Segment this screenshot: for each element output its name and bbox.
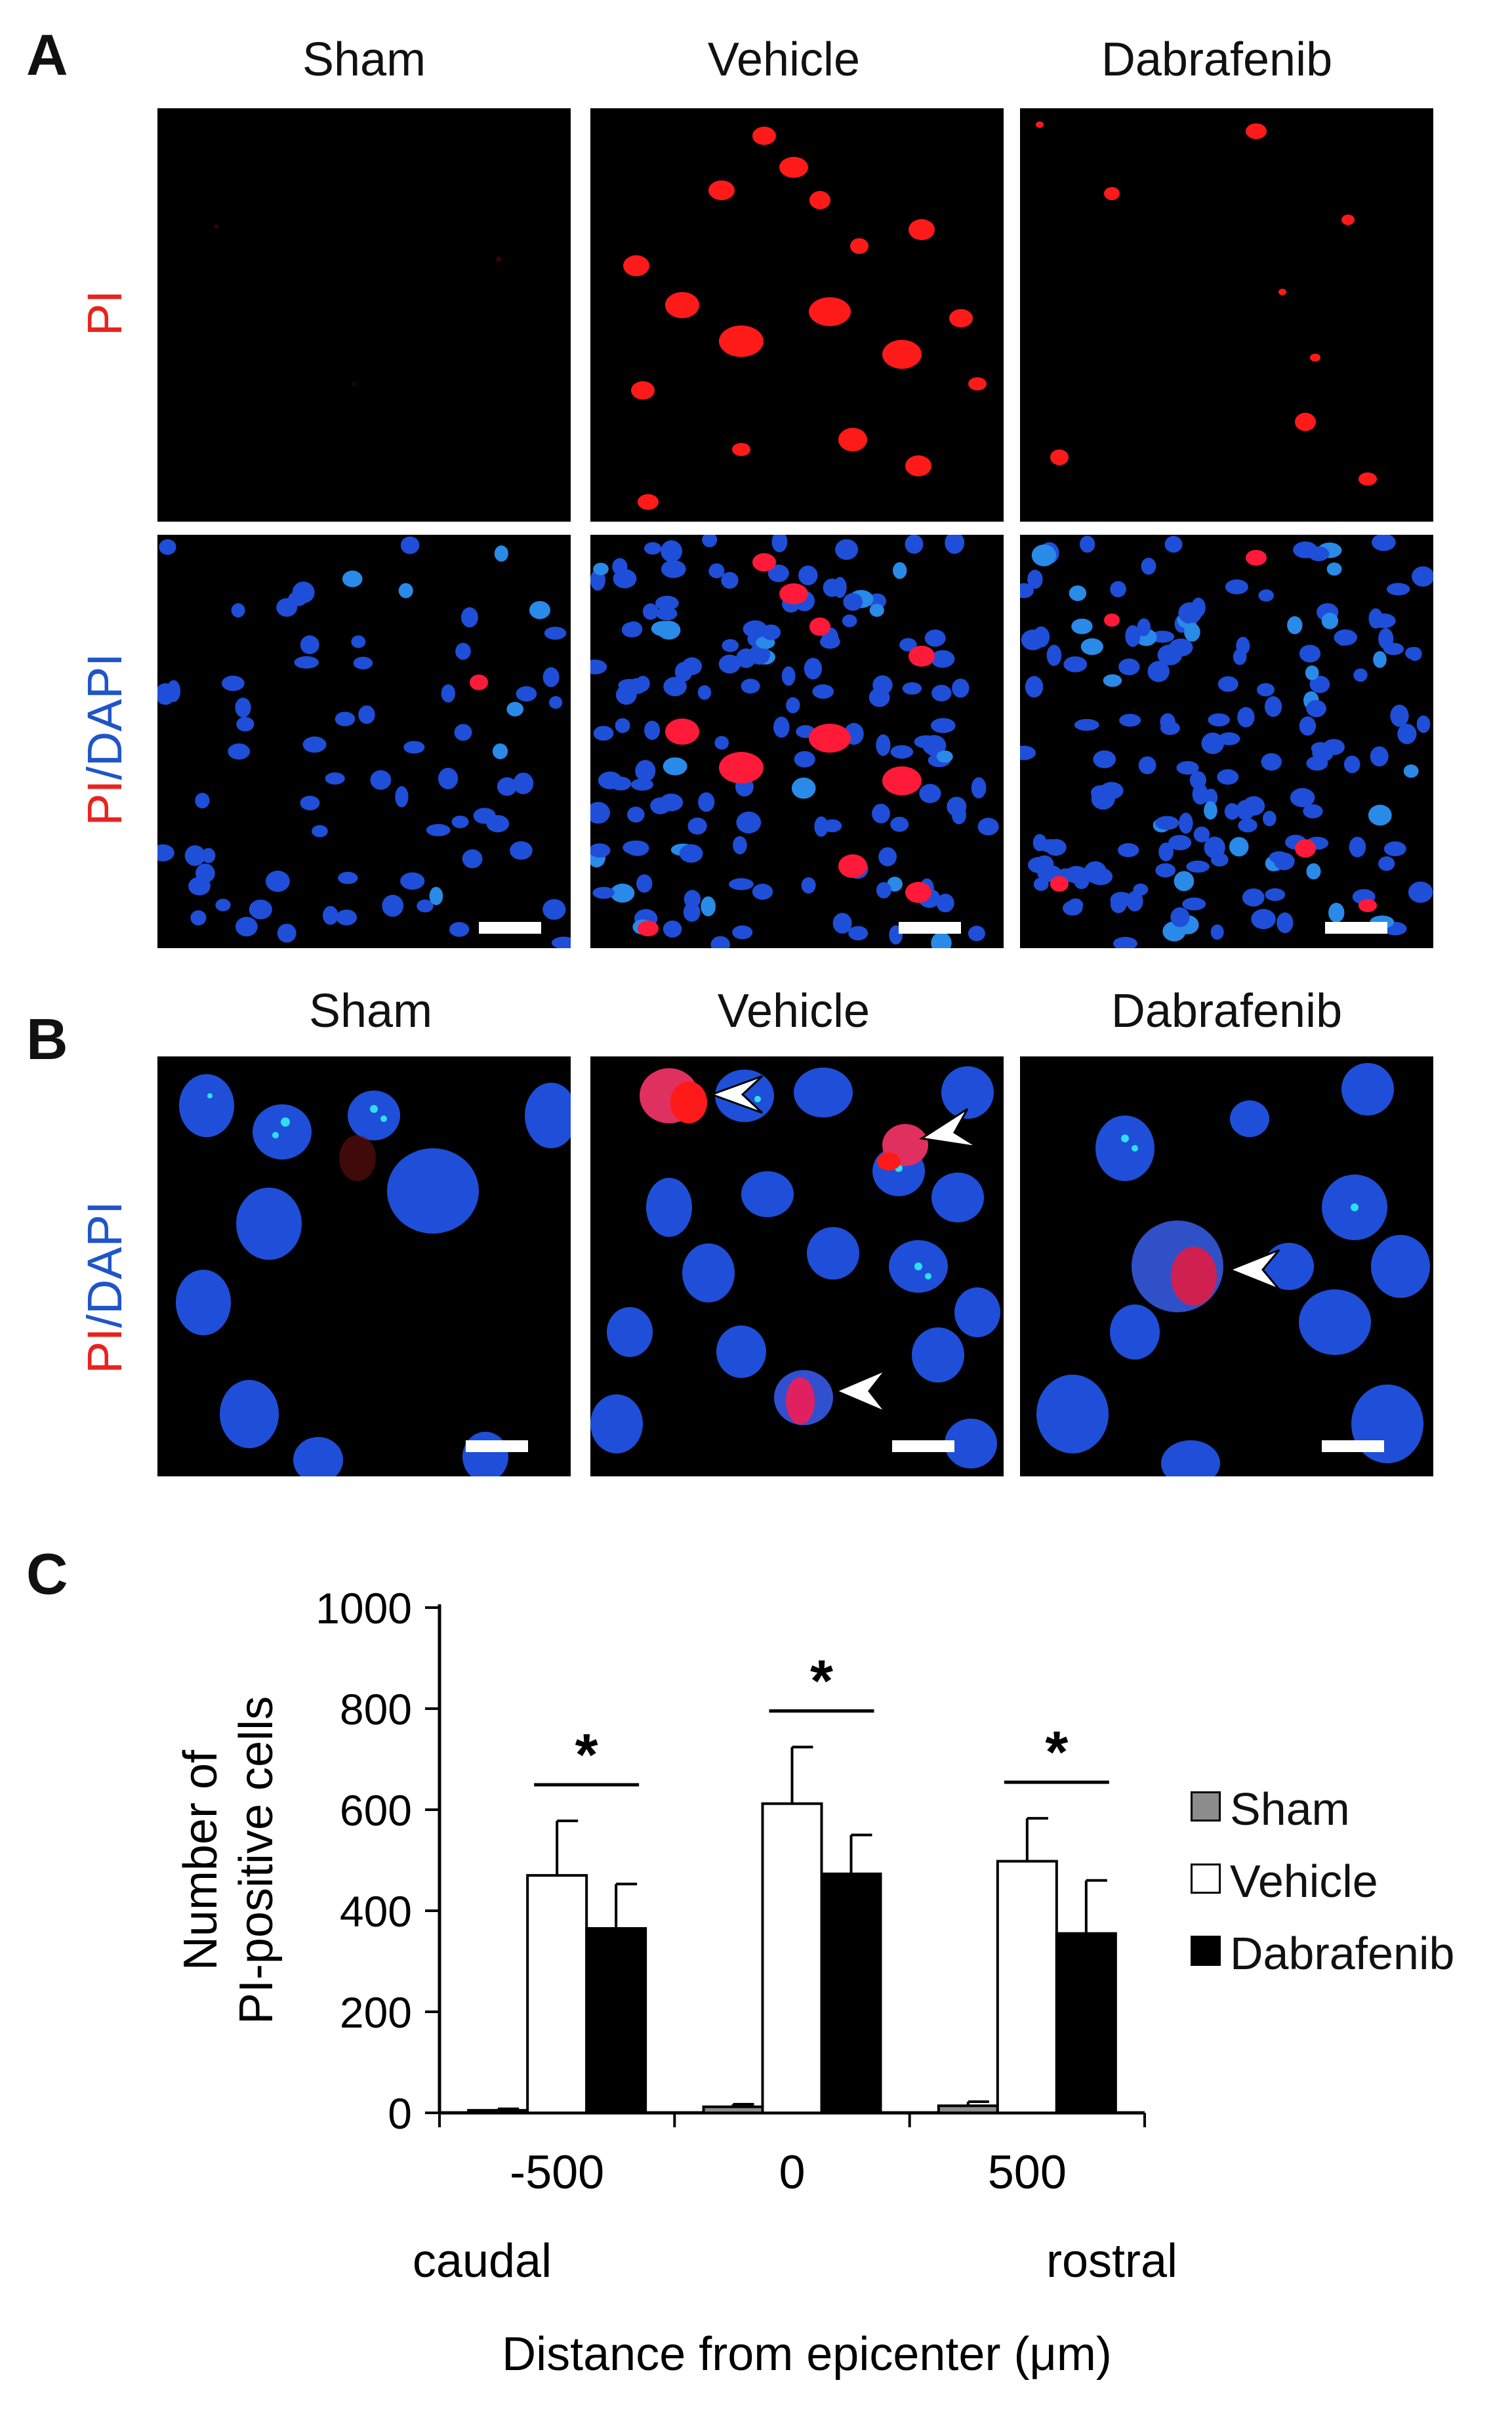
y-axis-label-line1: Number of — [174, 1749, 227, 1970]
x-sublabel-caudal: caudal — [413, 2235, 552, 2287]
panel-c-letter: C — [26, 1541, 68, 1606]
y-tick-label: 0 — [388, 2089, 412, 2138]
legend-label-vehicle: Vehicle — [1230, 1856, 1378, 1907]
y-tick-label: 1000 — [316, 1584, 412, 1633]
x-tick-label: 0 — [779, 2146, 805, 2199]
micrograph-a-merge-sham — [157, 535, 571, 948]
panel-b-row-label-pi-dapi: PI/DAPI — [77, 1201, 132, 1374]
y-tick-label: 200 — [340, 1988, 412, 2037]
micrograph-a-pi-dabrafenib — [1020, 108, 1433, 522]
x-tick-label: -500 — [510, 2146, 604, 2199]
panel-a-letter: A — [26, 22, 68, 87]
bar-chart: 0 200 400 600 800 1000 -500 * 0 * 500 * caudal rostra… — [174, 1584, 1177, 2381]
scale-bar — [1322, 1440, 1384, 1452]
y-tick-label: 400 — [340, 1887, 412, 1936]
x-tick-label: 500 — [988, 2146, 1067, 2199]
y-axis-label-line2: PI-positive cells — [230, 1696, 283, 2024]
legend-swatch-dabrafenib — [1191, 1936, 1221, 1966]
bar-sham — [467, 2109, 529, 2115]
bar-vehicle — [996, 1860, 1058, 2114]
micrograph-a-merge-vehicle — [590, 535, 1004, 948]
micrograph-a-pi-sham — [157, 108, 571, 522]
bar-dabrafenib — [585, 1927, 647, 2114]
micrograph-a-merge-dabrafenib — [1020, 535, 1433, 948]
panel-a-row-label-pi: PI — [77, 290, 132, 336]
significance-asterisk: * — [575, 1722, 598, 1788]
x-sublabel-rostral: rostral — [1046, 2235, 1177, 2287]
panel-b-col-title-vehicle: Vehicle — [717, 985, 870, 1037]
y-tick-label: 800 — [340, 1685, 412, 1734]
significance-asterisk: * — [1045, 1720, 1068, 1785]
bar-vehicle — [526, 1874, 588, 2114]
micrograph-a-pi-vehicle — [590, 108, 1004, 522]
panel-b-letter: B — [26, 1007, 68, 1072]
legend-swatch-vehicle — [1191, 1864, 1221, 1894]
bar-sham — [937, 2104, 999, 2114]
micrograph-b-dabrafenib — [1020, 1056, 1433, 1476]
scale-bar — [1325, 922, 1387, 934]
bar-dabrafenib — [820, 1872, 882, 2114]
panel-b-col-title-dabrafenib: Dabrafenib — [1111, 985, 1343, 1037]
bar-vehicle — [761, 1802, 823, 2114]
panel-a-col-title-vehicle: Vehicle — [707, 33, 861, 86]
bar-dabrafenib — [1055, 1932, 1117, 2115]
micrograph-b-sham — [157, 1056, 571, 1476]
legend-swatch-sham — [1191, 1791, 1221, 1822]
scale-bar — [466, 1440, 528, 1452]
significance-asterisk: * — [810, 1649, 833, 1715]
panel-a-col-title-dabrafenib: Dabrafenib — [1101, 33, 1333, 86]
panel-a-row-label-pi-dapi: PI/DAPI — [77, 653, 132, 826]
bar-sham — [702, 2105, 764, 2115]
micrograph-b-vehicle — [590, 1056, 1004, 1476]
legend-label-dabrafenib: Dabrafenib — [1230, 1928, 1455, 1979]
scale-bar — [899, 922, 961, 934]
scale-bar — [892, 1440, 954, 1452]
x-axis-label: Distance from epicenter (μm) — [502, 2328, 1112, 2381]
panel-a-col-title-sham: Sham — [302, 33, 426, 86]
y-tick-label: 600 — [340, 1786, 412, 1835]
legend-label-sham: Sham — [1230, 1783, 1350, 1835]
panel-b-col-title-sham: Sham — [308, 985, 433, 1037]
scale-bar — [479, 922, 541, 934]
